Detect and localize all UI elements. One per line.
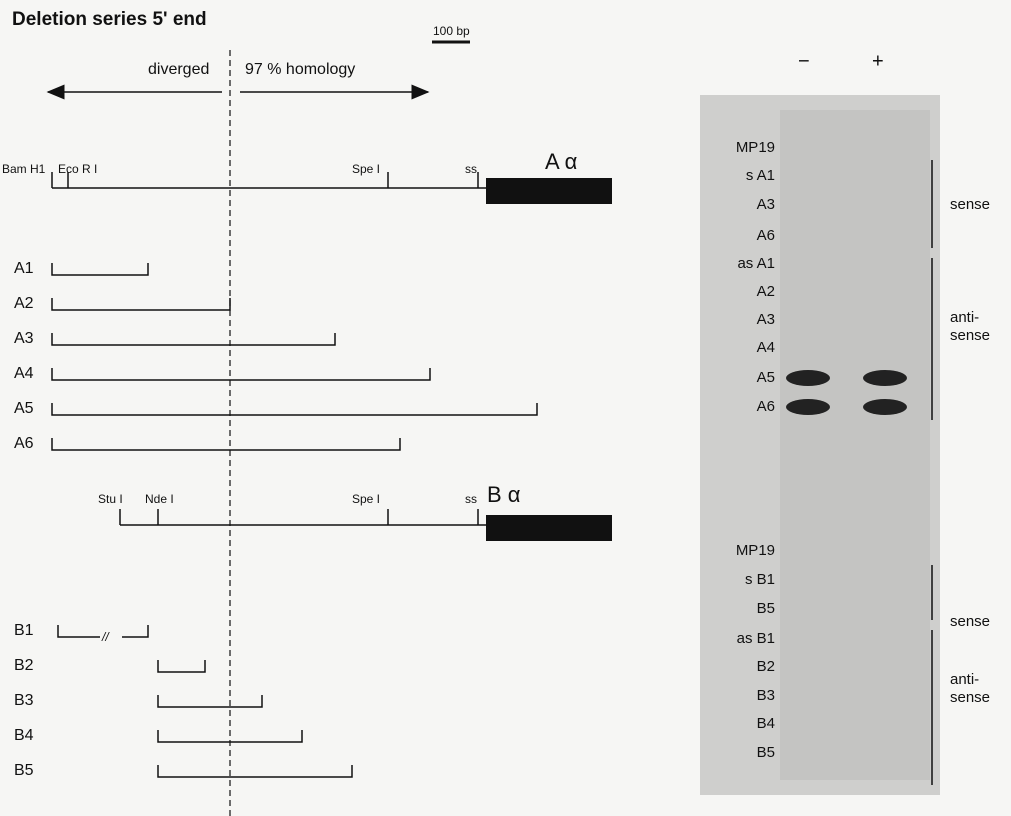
lane-label: A4 (757, 339, 775, 356)
lane-label: A6 (757, 227, 775, 244)
site-label: ss (465, 162, 477, 176)
construct-label: B2 (14, 657, 34, 674)
lane-label: A5 (757, 369, 775, 386)
lane-label: A3 (757, 196, 775, 213)
a-gene-box (486, 178, 612, 204)
group-label: sense (950, 613, 990, 630)
lane-label: as B1 (737, 630, 775, 647)
gel-lanes (780, 110, 930, 780)
lane-label: B5 (757, 600, 775, 617)
construct-label: A4 (14, 365, 34, 382)
gel-band (786, 399, 830, 415)
lane-label: B4 (757, 715, 775, 732)
lane-label: A6 (757, 398, 775, 415)
gel-band (786, 370, 830, 386)
homology-label: 97 % homology (245, 61, 355, 78)
site-label: ss (465, 492, 477, 506)
construct-label: A5 (14, 400, 34, 417)
construct-label: B4 (14, 727, 34, 744)
diverged-label: diverged (148, 61, 209, 78)
scale-label: 100 bp (433, 24, 470, 38)
lane-label: s B1 (745, 571, 775, 588)
site-label: Spe I (352, 162, 380, 176)
site-label: Bam H1 (2, 162, 46, 176)
construct-label: B3 (14, 692, 34, 709)
lane-label: B5 (757, 744, 775, 761)
lane-minus: − (798, 50, 810, 72)
lane-label: A3 (757, 311, 775, 328)
lane-label: MP19 (736, 542, 775, 559)
figure: Deletion series 5' end 100 bp diverged 9… (0, 0, 1011, 816)
gel-band (863, 370, 907, 386)
lane-label: B2 (757, 658, 775, 675)
lane-label: s A1 (746, 167, 775, 184)
gel-band (863, 399, 907, 415)
site-label: Stu I (98, 492, 123, 506)
b-gene-label: B α (487, 482, 521, 507)
construct-label: B5 (14, 762, 34, 779)
construct-label: A1 (14, 260, 34, 277)
site-label: Spe I (352, 492, 380, 506)
b-gene-box (486, 515, 612, 541)
construct-label: A3 (14, 330, 34, 347)
group-label: sense (950, 196, 990, 213)
title: Deletion series 5' end (12, 9, 207, 30)
construct-label: B1 (14, 622, 34, 639)
construct-label: A6 (14, 435, 34, 452)
site-label: Eco R I (58, 162, 97, 176)
lane-label: as A1 (737, 255, 775, 272)
site-label: Nde I (145, 492, 174, 506)
a-gene-label: A α (545, 149, 578, 174)
lane-label: B3 (757, 687, 775, 704)
lane-label: A2 (757, 283, 775, 300)
lane-plus: + (872, 50, 884, 72)
lane-label: MP19 (736, 139, 775, 156)
construct-label: A2 (14, 295, 34, 312)
